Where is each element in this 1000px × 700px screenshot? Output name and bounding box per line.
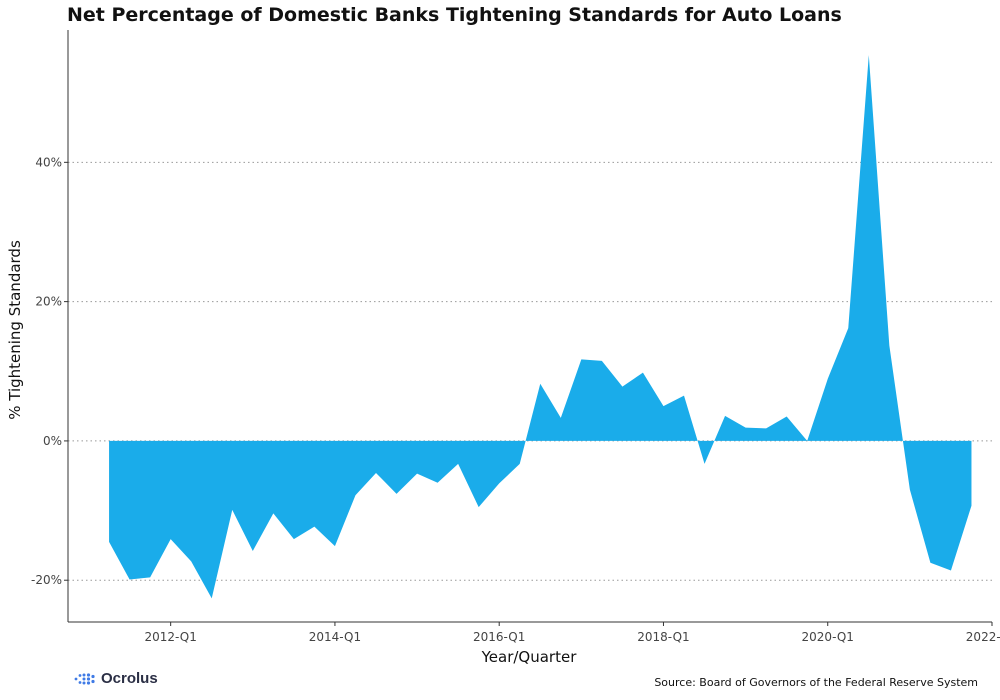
y-axis-title: % Tightening Standards [6, 240, 24, 420]
area-layer [109, 55, 972, 599]
logo-text: Ocrolus [101, 670, 158, 687]
y-tick-label: 0% [43, 434, 62, 448]
x-tick-label: 2016-Q1 [473, 630, 525, 644]
ocrolus-logo: Ocrolus [73, 670, 158, 687]
x-tick-label: 2012-Q1 [144, 630, 196, 644]
y-tick-labels: -20% 0% 20% 40% [31, 155, 62, 587]
y-tick-label: 40% [35, 155, 62, 169]
y-tick-label: -20% [31, 573, 62, 587]
axis-layer [67, 30, 992, 623]
x-tick-labels: 2012-Q1 2014-Q1 2016-Q1 2018-Q1 2020-Q1 2022-… [144, 622, 1000, 644]
source-note: Source: Board of Governors of the Federa… [654, 676, 978, 689]
x-axis-title: Year/Quarter [481, 648, 578, 666]
series-area [109, 55, 972, 599]
x-tick-label: 2014-Q1 [309, 630, 361, 644]
x-tick-label: 2018-Q1 [637, 630, 689, 644]
y-tick-label: 20% [35, 295, 62, 309]
ocrolus-dots-icon [74, 672, 95, 685]
x-tick-label: 2022-Q1 [966, 630, 1000, 644]
chart-title: Net Percentage of Domestic Banks Tighten… [67, 4, 842, 26]
x-tick-label: 2020-Q1 [802, 630, 854, 644]
